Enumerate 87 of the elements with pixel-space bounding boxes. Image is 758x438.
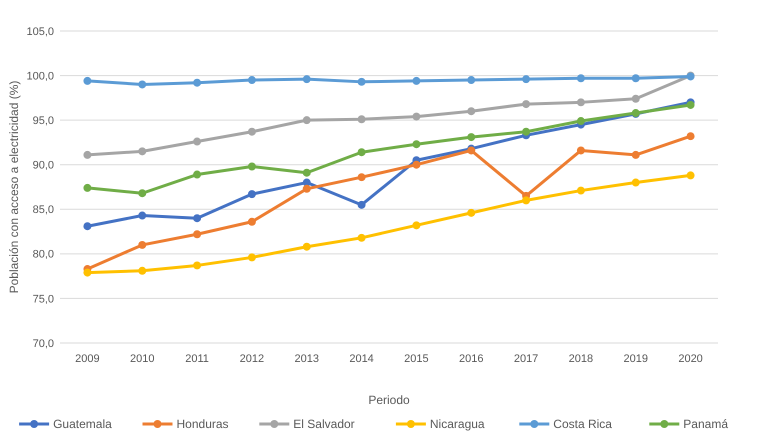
point xyxy=(193,78,202,87)
point xyxy=(576,98,585,106)
point xyxy=(83,268,92,277)
point xyxy=(83,222,92,230)
point xyxy=(358,115,366,124)
point xyxy=(632,74,640,82)
x-tick-label: 2016 xyxy=(459,353,484,365)
point xyxy=(138,266,146,275)
x-tick-label: 2014 xyxy=(349,353,374,365)
point xyxy=(576,186,585,195)
x-tick-label: 2018 xyxy=(568,353,594,365)
point xyxy=(522,196,530,204)
point xyxy=(193,214,202,222)
x-tick-label: 2012 xyxy=(240,353,264,365)
point xyxy=(686,132,695,140)
x-tick-label: 2009 xyxy=(75,353,100,365)
legend-label: Honduras xyxy=(176,417,229,432)
point xyxy=(576,117,585,126)
point xyxy=(632,150,640,159)
point xyxy=(522,128,530,136)
x-tick-label: 2013 xyxy=(294,353,319,365)
point xyxy=(248,76,256,84)
y-tick-label: 90,0 xyxy=(32,160,54,172)
point xyxy=(248,190,256,198)
point xyxy=(193,170,202,178)
point xyxy=(358,234,366,242)
legend-label: Guatemala xyxy=(53,417,112,432)
point xyxy=(302,75,311,84)
point xyxy=(467,76,476,84)
point xyxy=(193,138,202,146)
y-tick-label: 80,0 xyxy=(32,248,54,261)
point xyxy=(412,160,420,169)
y-tick-label: 75,0 xyxy=(32,293,54,306)
point xyxy=(358,78,366,86)
x-tick-label: 2015 xyxy=(404,353,429,365)
point xyxy=(138,240,146,249)
point xyxy=(358,148,366,156)
y-axis-title: Población con acceso a electricidad (%) xyxy=(7,80,21,294)
point xyxy=(467,107,476,116)
point xyxy=(138,147,146,156)
point xyxy=(193,230,202,238)
point xyxy=(248,253,256,262)
point xyxy=(467,133,476,142)
point xyxy=(83,76,92,85)
point xyxy=(302,184,311,193)
y-tick-label: 85,0 xyxy=(32,204,54,216)
point xyxy=(138,212,146,220)
point xyxy=(522,75,530,84)
point xyxy=(138,80,146,88)
point xyxy=(248,218,256,226)
legend-label: Nicaragua xyxy=(430,417,485,432)
point xyxy=(576,74,585,82)
x-tick-label: 2011 xyxy=(185,353,209,365)
y-tick-label: 95,0 xyxy=(32,114,54,127)
point xyxy=(686,101,695,109)
legend-label: Panamá xyxy=(683,417,728,432)
legend-label: El Salvador xyxy=(293,417,355,432)
y-tick-label: 100,0 xyxy=(26,70,54,82)
x-tick-label: 2019 xyxy=(624,353,648,365)
point xyxy=(83,150,92,159)
point xyxy=(138,189,146,198)
point xyxy=(576,146,585,154)
y-tick-label: 105,0 xyxy=(26,26,54,38)
x-tick-label: 2020 xyxy=(678,353,703,365)
x-tick-label: 2017 xyxy=(514,353,538,365)
point xyxy=(522,100,530,108)
point xyxy=(83,184,92,192)
y-tick-label: 70,0 xyxy=(32,338,54,350)
point xyxy=(248,128,256,136)
x-axis-title: Periodo xyxy=(368,393,410,407)
point xyxy=(193,261,202,270)
point xyxy=(686,171,695,180)
point xyxy=(632,94,640,103)
point xyxy=(248,162,256,170)
point xyxy=(302,116,311,124)
point xyxy=(358,173,366,182)
point xyxy=(412,112,420,121)
point xyxy=(358,200,366,209)
point xyxy=(412,221,420,230)
point xyxy=(632,178,640,187)
legend-label: Costa Rica xyxy=(553,417,612,432)
point xyxy=(412,140,420,148)
point xyxy=(302,242,311,251)
x-tick-label: 2010 xyxy=(130,353,154,365)
point xyxy=(467,208,476,217)
point xyxy=(412,76,420,85)
point xyxy=(302,168,311,177)
